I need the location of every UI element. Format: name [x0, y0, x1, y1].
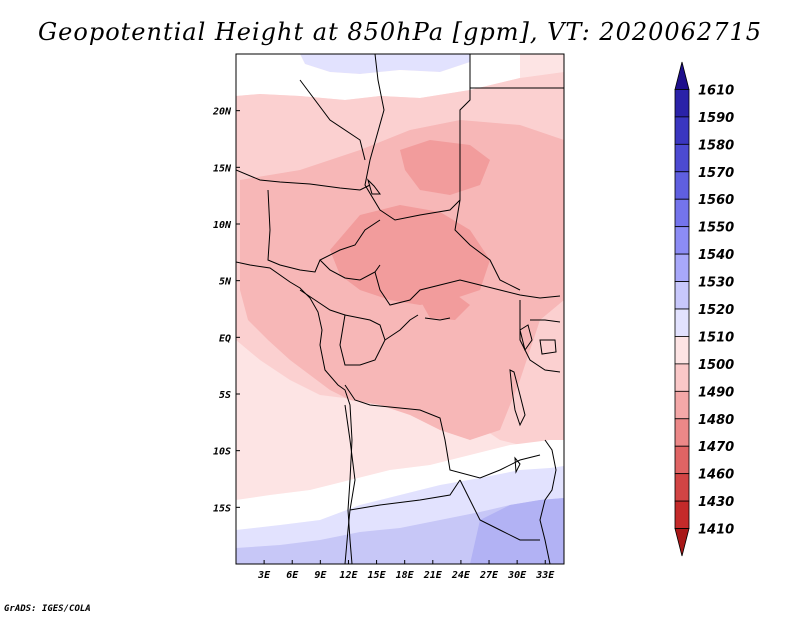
colorbar-level-label: 1540 [698, 248, 734, 263]
coastline [236, 261, 353, 564]
y-tick-label: EQ [219, 333, 231, 344]
colorbar-level-label: 1560 [698, 193, 734, 208]
colorbar-level-label: 1430 [698, 495, 734, 510]
lakes [366, 178, 557, 474]
colorbar-level-label: 1460 [698, 468, 734, 483]
y-tick-label: 20N [212, 107, 232, 118]
x-tick-label: 6E [286, 570, 299, 581]
y-tick-label: 15S [213, 503, 231, 514]
colorbar-box [674, 253, 690, 282]
colorbar-box [674, 143, 690, 173]
chart-title: Geopotential Height at 850hPa [gpm], VT:… [38, 18, 762, 46]
x-tick-label: 33E [535, 570, 555, 581]
colorbar-box [674, 198, 690, 228]
height-field-1490-core [330, 205, 490, 305]
colorbar-level-label: 1580 [698, 138, 734, 153]
colorbar-level-label: 1530 [698, 276, 734, 291]
colorbar-box [674, 336, 690, 365]
colorbar-level-label: 1510 [698, 330, 734, 345]
colorbar-labels: 1610 1590 1580 1570 1560 1550 1540 1530 1520 1510… [698, 83, 734, 537]
colorbar-box [674, 226, 690, 255]
y-tick-label: 10N [213, 220, 232, 231]
country-borders [236, 54, 564, 564]
y-tick-label: 15N [213, 163, 232, 174]
colorbar-level-label: 1520 [698, 303, 734, 318]
colorbar-level-label: 1470 [698, 440, 734, 455]
height-field-north-blue [300, 54, 470, 74]
x-tick-label: 9E [314, 570, 327, 581]
height-field-1490-north [400, 140, 490, 195]
colorbar-level-label: 1570 [698, 166, 734, 181]
x-tick-label: 12E [339, 570, 358, 581]
east-coast [539, 439, 557, 564]
x-tick-label: 27E [479, 570, 499, 581]
colorbar-box [674, 89, 690, 118]
colorbar-box [674, 418, 690, 447]
colorbar-level-label: 1490 [698, 385, 734, 400]
colorbar-boxes [674, 61, 690, 557]
colorbar-level-label: 1480 [698, 413, 734, 428]
x-tick-label: 21E [423, 570, 443, 581]
credit-text: GrADS: IGES/COLA [4, 604, 91, 614]
colorbar-box [674, 116, 690, 145]
colorbar-box [674, 308, 690, 337]
y-tick-label: 5N [219, 277, 232, 288]
x-tick-label: 30E [507, 570, 527, 581]
y-tick-label: 10S [213, 447, 231, 458]
colorbar-box [674, 473, 690, 502]
colorbar-box [674, 500, 690, 529]
colorbar-box [674, 528, 690, 557]
colorbar-box [674, 390, 690, 420]
colorbar-level-label: 1610 [698, 83, 734, 98]
x-tick-label: 24E [451, 570, 471, 581]
map-frame [235, 53, 565, 565]
x-tick-label: 15E [368, 570, 387, 581]
x-axis-ticks: 3E 6E 9E 12E 15E 18E 21E 24E 27E 30E 33E [257, 560, 555, 581]
height-field-south-1530 [470, 498, 564, 564]
height-field-1490-east [420, 290, 470, 320]
colorbar-level-label: 1500 [698, 358, 734, 373]
colorbar-box [674, 445, 690, 475]
colorbar-level-label: 1410 [698, 523, 734, 538]
x-tick-label: 3E [257, 570, 271, 581]
colorbar-level-label: 1590 [698, 111, 734, 126]
colorbar-box [674, 281, 690, 310]
y-axis-ticks: 20N 15N 10N 5N EQ 5S 10S 15S [212, 107, 240, 514]
y-tick-label: 5S [219, 390, 231, 401]
colorbar-box [674, 363, 690, 392]
x-tick-label: 18E [396, 570, 415, 581]
colorbar-box [674, 61, 690, 90]
colorbar-box [674, 171, 690, 200]
colorbar-level-label: 1550 [698, 221, 734, 236]
